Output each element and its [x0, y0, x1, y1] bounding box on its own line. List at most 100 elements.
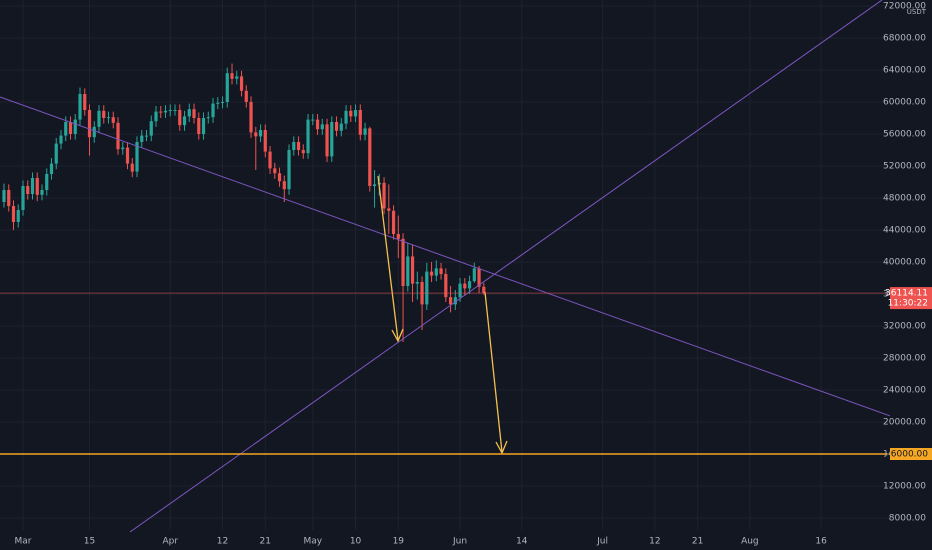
x-tick-label: 10: [350, 537, 362, 547]
candle-body: [197, 118, 201, 134]
candle-body: [11, 206, 16, 222]
candle-body: [429, 271, 434, 276]
candle-body: [292, 142, 296, 150]
candle-body: [135, 142, 139, 172]
x-tick-label: 16: [815, 537, 827, 547]
candle-body: [401, 238, 405, 286]
y-tick-label: 32000.00: [883, 322, 926, 332]
arrow: [484, 291, 503, 453]
candle-body: [358, 110, 362, 135]
candle-body: [230, 73, 234, 79]
candle-body: [182, 116, 187, 126]
candle-body: [106, 117, 111, 119]
candle-body: [282, 181, 286, 190]
candle-body: [287, 150, 291, 190]
x-tick-label: Apr: [162, 537, 178, 547]
candle-body: [249, 102, 253, 133]
candle-body: [154, 111, 158, 122]
candle-body: [16, 210, 20, 222]
candle-body: [64, 122, 68, 136]
candle-body: [444, 274, 448, 298]
candle-body: [49, 163, 54, 174]
candle-body: [372, 184, 377, 186]
candle-body: [102, 110, 106, 118]
candle-body: [130, 163, 134, 172]
candle-body: [111, 117, 115, 123]
candle-body: [382, 182, 386, 209]
x-tick-label: 21: [260, 537, 271, 547]
candle-body: [277, 173, 282, 182]
x-tick-label: Jun: [452, 537, 467, 547]
candle-body: [387, 208, 391, 211]
x-tick-label: Aug: [741, 537, 759, 547]
candle-body: [201, 118, 206, 134]
candle-body: [187, 109, 191, 117]
y-tick-label: 60000.00: [883, 98, 926, 108]
candle-body: [163, 110, 168, 113]
candle-body: [26, 186, 30, 194]
candle-body: [273, 168, 277, 174]
candle-body: [220, 102, 225, 103]
candle-body: [448, 297, 453, 305]
candle-body: [477, 268, 481, 287]
y-tick-label: 64000.00: [883, 66, 926, 76]
y-tick-label: 52000.00: [883, 162, 926, 172]
candle-body: [239, 76, 244, 91]
arrow-head: [391, 328, 404, 343]
candle-body: [439, 268, 443, 274]
x-tick-label: Mar: [15, 537, 32, 547]
candle-body: [306, 119, 310, 154]
candle-body: [410, 256, 415, 284]
candle-body: [78, 94, 82, 120]
candle-body: [263, 130, 267, 152]
x-tick-label: 12: [649, 537, 660, 547]
y-tick-label: 8000.00: [889, 514, 926, 524]
candle-body: [168, 110, 172, 111]
candle-body: [315, 119, 320, 130]
candle-body: [363, 128, 367, 135]
candle-body: [211, 103, 215, 118]
y-tick-label: 28000.00: [883, 354, 926, 364]
candle-body: [45, 174, 49, 190]
candle-body: [7, 190, 11, 206]
x-tick-label: 19: [393, 537, 405, 547]
candle-body: [415, 282, 419, 284]
candle-body: [173, 110, 177, 111]
candle-body: [35, 178, 39, 195]
candle-body: [54, 143, 58, 164]
x-tick-label: 21: [692, 537, 703, 547]
candle-body: [349, 110, 353, 117]
last-price-box: [890, 287, 932, 310]
candle-body: [406, 256, 410, 286]
x-tick-label: 14: [516, 537, 528, 547]
x-tick-label: 12: [217, 537, 228, 547]
candle-body: [434, 268, 438, 276]
grid: [0, 0, 890, 530]
candle-body: [40, 190, 44, 195]
candle-body: [334, 122, 339, 131]
y-tick-label: 56000.00: [883, 130, 926, 140]
level-label: 16000.00: [885, 450, 928, 460]
x-tick-label: 15: [84, 537, 95, 547]
candle-body: [83, 94, 87, 110]
last-price-label: 36114.11: [885, 289, 928, 299]
x-tick-label: Jul: [596, 537, 608, 547]
candle-body: [339, 123, 343, 131]
candle-body: [92, 126, 96, 138]
candle-body: [325, 124, 329, 157]
candle-body: [235, 76, 239, 79]
drawings: [0, 0, 897, 533]
y-tick-label: 72000.00: [883, 2, 926, 12]
currency-label: USDT: [907, 8, 927, 16]
candle-body: [149, 121, 153, 136]
candle-body: [472, 268, 476, 282]
candle-body: [330, 122, 334, 157]
candle-body: [73, 119, 77, 134]
candle-body: [21, 186, 25, 210]
candle-body: [116, 122, 120, 150]
candle-body: [320, 124, 324, 130]
candle-body: [258, 130, 263, 137]
candle-body: [425, 271, 429, 305]
